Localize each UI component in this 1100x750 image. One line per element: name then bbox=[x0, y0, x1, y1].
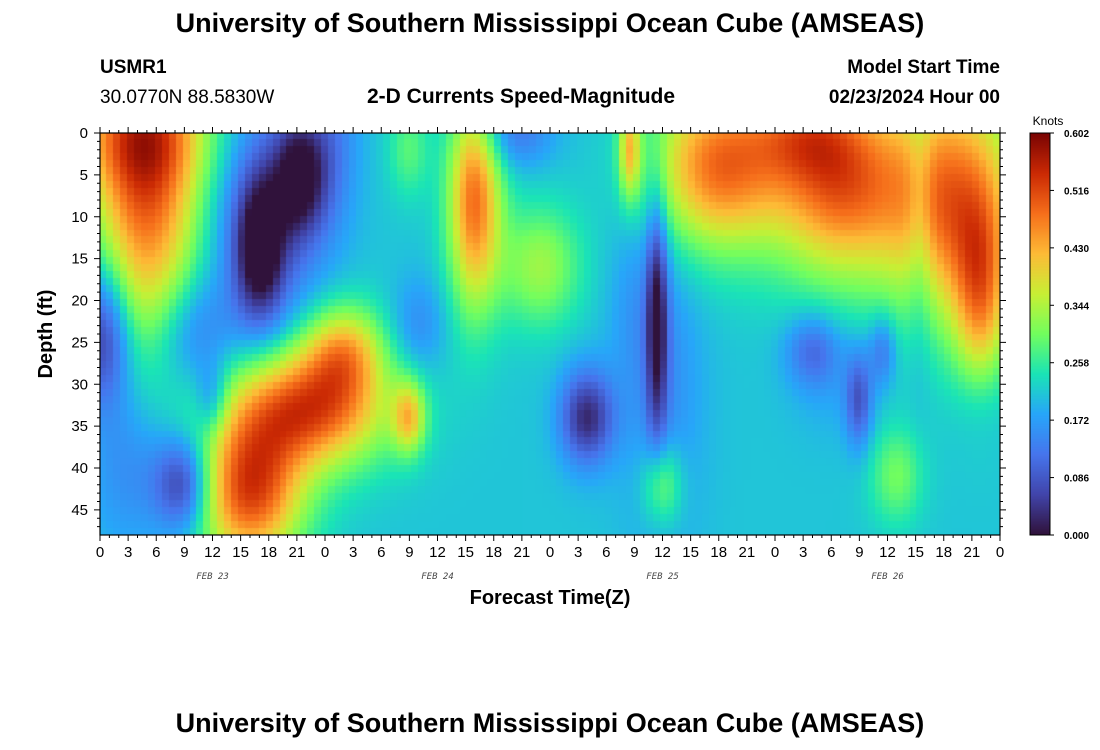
x-tick-label: 18 bbox=[710, 544, 727, 561]
model-start-label: Model Start Time bbox=[847, 57, 1000, 78]
y-tick-labels: 0 5 10 15 20 25 30 35 40 45 bbox=[71, 125, 88, 519]
x-tick-label: 21 bbox=[289, 544, 306, 561]
x-tick-label: 15 bbox=[907, 544, 924, 561]
colorbar-tick-label: 0.516 bbox=[1064, 186, 1089, 197]
colorbar bbox=[1030, 133, 1050, 535]
x-tick-label: 3 bbox=[349, 544, 357, 561]
x-tick-label: 18 bbox=[260, 544, 277, 561]
colorbar-tick-label: 0.258 bbox=[1064, 359, 1089, 370]
x-tick-label: 6 bbox=[377, 544, 385, 561]
x-tick-label: 21 bbox=[739, 544, 756, 561]
x-tick-label: 9 bbox=[180, 544, 188, 561]
x-tick-label: 3 bbox=[124, 544, 132, 561]
colorbar-tick-label: 0.086 bbox=[1064, 474, 1089, 485]
x-tick-label: 12 bbox=[879, 544, 896, 561]
heatmap-canvas bbox=[100, 133, 1000, 535]
x-tick-label: 6 bbox=[152, 544, 160, 561]
x-tick-labels: 0 3 6 9 12 15 18 21 0 3 6 9 12 15 18 21 0 3 6 9 12 15 18 21 0 3 6 9… bbox=[96, 544, 1004, 561]
colorbar-canvas bbox=[1030, 133, 1050, 535]
y-tick-label: 10 bbox=[71, 209, 88, 226]
colorbar-tick-label: 0.172 bbox=[1064, 416, 1089, 427]
x-tick-label: 6 bbox=[602, 544, 610, 561]
y-tick-label: 0 bbox=[80, 125, 88, 142]
colorbar-unit: Knots bbox=[1033, 114, 1064, 128]
date-label: FEB 26 bbox=[871, 572, 904, 582]
x-tick-label: 15 bbox=[232, 544, 249, 561]
x-tick-label: 9 bbox=[855, 544, 863, 561]
colorbar-tick-label: 0.344 bbox=[1064, 301, 1089, 312]
date-labels: FEB 23 FEB 24 FEB 25 FEB 26 bbox=[196, 572, 904, 582]
y-axis-label: Depth (ft) bbox=[35, 290, 57, 379]
x-tick-label: 9 bbox=[405, 544, 413, 561]
x-tick-label: 3 bbox=[799, 544, 807, 561]
x-axis-label: Forecast Time(Z) bbox=[470, 587, 631, 609]
y-tick-label: 25 bbox=[71, 334, 88, 351]
station-coordinates: 30.0770N 88.5830W bbox=[100, 87, 275, 108]
axis-ticks bbox=[94, 127, 1006, 541]
y-tick-label: 45 bbox=[71, 502, 88, 519]
x-tick-label: 0 bbox=[96, 544, 104, 561]
y-tick-label: 30 bbox=[71, 376, 88, 393]
date-label: FEB 25 bbox=[646, 572, 679, 582]
x-tick-label: 0 bbox=[321, 544, 329, 561]
y-tick-label: 20 bbox=[71, 293, 88, 310]
x-tick-label: 3 bbox=[574, 544, 582, 561]
x-tick-label: 0 bbox=[771, 544, 779, 561]
y-tick-label: 40 bbox=[71, 460, 88, 477]
colorbar-labels: 0.000 0.086 0.172 0.258 0.344 0.430 0.516 0.602 bbox=[1029, 129, 1089, 542]
colorbar-tick-label: 0.602 bbox=[1064, 129, 1089, 140]
x-tick-label: 18 bbox=[935, 544, 952, 561]
model-start-time: 02/23/2024 Hour 00 bbox=[828, 87, 1000, 108]
page-title: University of Southern Mississippi Ocean… bbox=[175, 8, 925, 38]
x-tick-label: 0 bbox=[546, 544, 554, 561]
y-tick-label: 35 bbox=[71, 418, 88, 435]
heatmap-plot-area bbox=[100, 133, 1000, 535]
x-tick-label: 21 bbox=[514, 544, 531, 561]
footer-title: University of Southern Mississippi Ocean… bbox=[175, 708, 925, 738]
y-tick-label: 15 bbox=[71, 251, 88, 268]
plot-frame bbox=[99, 132, 1001, 536]
x-tick-label: 0 bbox=[996, 544, 1004, 561]
x-tick-label: 12 bbox=[204, 544, 221, 561]
x-tick-label: 18 bbox=[485, 544, 502, 561]
x-tick-label: 9 bbox=[630, 544, 638, 561]
date-label: FEB 23 bbox=[196, 572, 229, 582]
x-tick-label: 15 bbox=[457, 544, 474, 561]
date-label: FEB 24 bbox=[421, 572, 454, 582]
x-tick-label: 21 bbox=[964, 544, 981, 561]
x-tick-label: 12 bbox=[654, 544, 671, 561]
colorbar-frame bbox=[1029, 132, 1051, 536]
colorbar-tick-label: 0.430 bbox=[1064, 244, 1089, 255]
colorbar-tick-label: 0.000 bbox=[1064, 531, 1089, 542]
y-tick-label: 5 bbox=[80, 167, 88, 184]
x-tick-label: 6 bbox=[827, 544, 835, 561]
x-tick-label: 15 bbox=[682, 544, 699, 561]
station-id: USMR1 bbox=[100, 57, 167, 78]
x-tick-label: 12 bbox=[429, 544, 446, 561]
chart-subtitle: 2-D Currents Speed-Magnitude bbox=[367, 85, 676, 108]
